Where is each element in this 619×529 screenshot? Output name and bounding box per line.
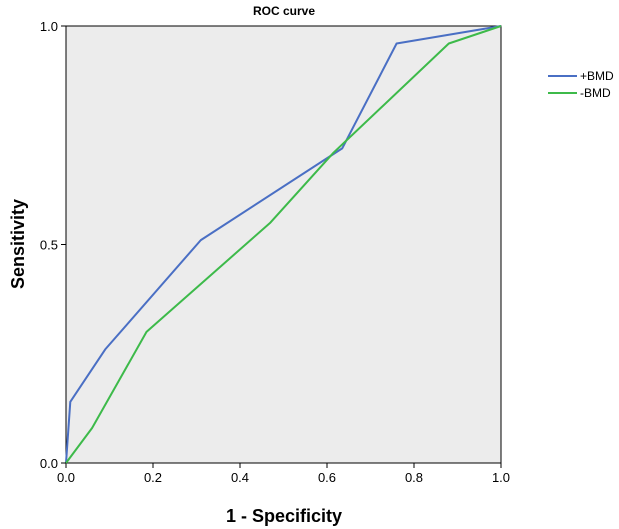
- y-tick-label: 1.0: [40, 19, 58, 34]
- x-tick-label: 0.0: [57, 470, 75, 485]
- x-tick-label: 0.4: [231, 470, 249, 485]
- x-tick-label: 1.0: [492, 470, 510, 485]
- plot-area: [65, 25, 502, 464]
- legend-label: +BMD: [580, 69, 614, 83]
- series-line-1: [65, 25, 502, 464]
- legend: +BMD -BMD: [548, 69, 614, 100]
- series-layer: [65, 25, 502, 464]
- series-line-0: [65, 25, 502, 464]
- y-axis-title: Sensitivity: [8, 199, 28, 289]
- y-tick-label: 0.0: [40, 456, 58, 471]
- y-tick-label: 0.5: [40, 238, 58, 253]
- x-tick-label: 0.2: [144, 470, 162, 485]
- x-tick-label: 0.8: [405, 470, 423, 485]
- legend-label: -BMD: [580, 86, 611, 100]
- chart-title: ROC curve: [253, 4, 315, 18]
- x-axis-title: 1 - Specificity: [226, 506, 342, 526]
- x-tick-label: 0.6: [318, 470, 336, 485]
- axes-layer: 0.0 0.2 0.4 0.6 0.8 1.0 0.0 0.5 1.0: [40, 19, 510, 485]
